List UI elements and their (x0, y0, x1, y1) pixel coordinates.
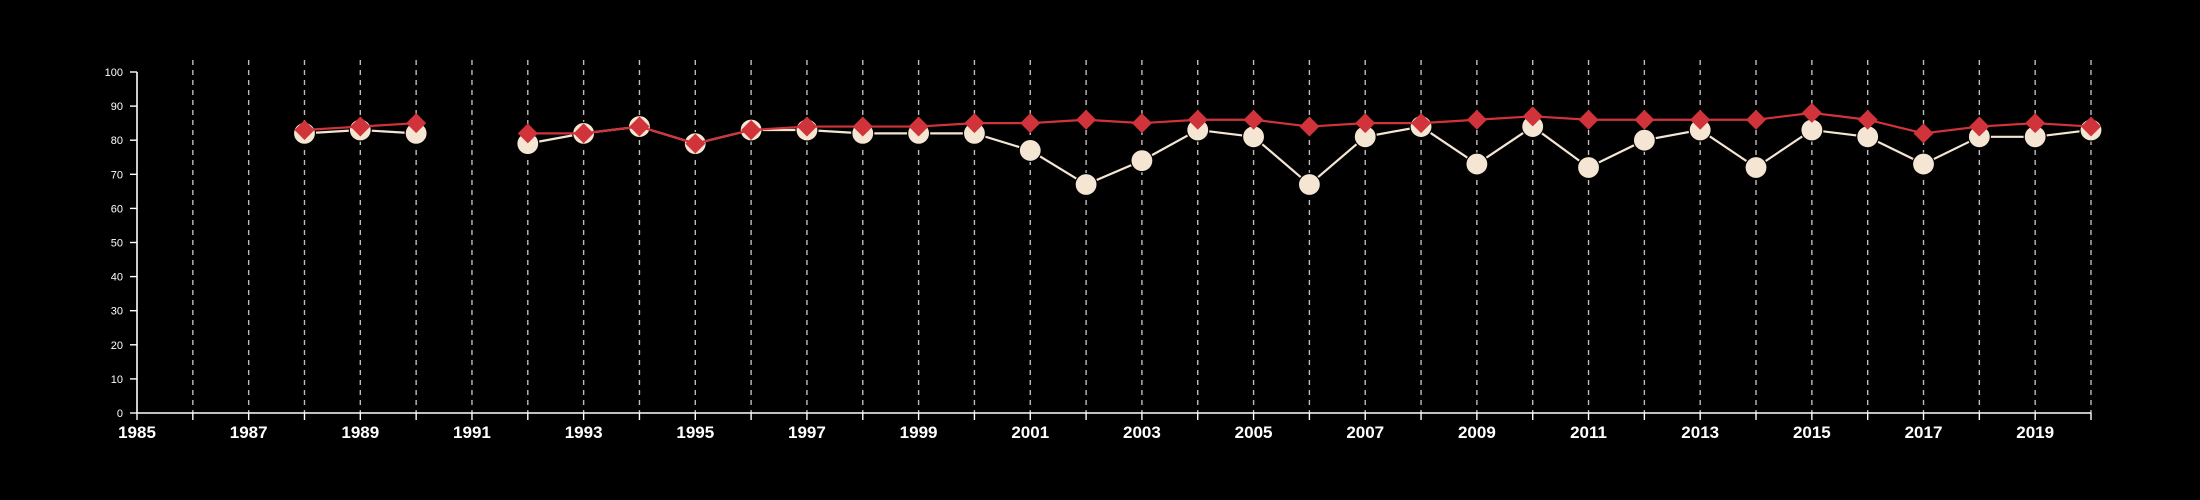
data-point-diamond (350, 116, 371, 137)
x-tick-label: 1997 (788, 423, 826, 442)
data-point-diamond (1131, 113, 1152, 134)
data-point-circle (1074, 172, 1098, 197)
axes: 0 10 20 30 40 50 60 70 80 90 100 1985 1987 1989 1991 19… (105, 67, 2092, 442)
data-point-diamond (796, 116, 817, 137)
y-tick-label: 70 (111, 169, 123, 181)
data-point-circle (1632, 128, 1656, 152)
data-point-circle (1297, 172, 1322, 197)
data-point-diamond (1411, 113, 1432, 134)
data-point-circle (1576, 155, 1601, 180)
data-point-diamond (1969, 116, 1990, 137)
x-tick-label: 2005 (1235, 423, 1273, 442)
x-tick-label: 2009 (1458, 423, 1496, 442)
x-tick-label: 1985 (118, 423, 156, 442)
data-point-diamond (852, 116, 873, 137)
y-tick-label: 60 (111, 203, 123, 215)
data-point-diamond (1466, 109, 1487, 130)
data-point-diamond (1690, 109, 1711, 130)
data-point-diamond (2025, 113, 2046, 134)
y-tick-label: 90 (111, 101, 123, 113)
x-tick-label: 2011 (1570, 423, 1607, 442)
data-point-diamond (1913, 123, 1934, 144)
data-point-diamond (741, 119, 762, 140)
data-point-diamond (1857, 109, 1878, 130)
x-tick-label: 1991 (453, 423, 491, 442)
data-point-circle (1018, 138, 1042, 163)
data-point-diamond (629, 116, 650, 137)
y-tick-label: 40 (111, 272, 123, 284)
data-point-diamond (908, 116, 929, 137)
y-tick-label: 10 (111, 374, 123, 386)
data-point-diamond (1020, 113, 1041, 134)
data-point-diamond (517, 123, 538, 144)
data-point-diamond (1801, 102, 1822, 123)
y-tick-label: 80 (111, 135, 123, 147)
series-circle (292, 114, 2103, 197)
series-layer (292, 102, 2103, 197)
data-point-diamond (685, 133, 706, 154)
y-tick-label: 100 (105, 67, 123, 79)
x-tick-label: 1999 (900, 423, 938, 442)
data-point-diamond (294, 119, 315, 140)
x-tick-label: 2015 (1793, 423, 1831, 442)
data-point-circle (1744, 155, 1768, 180)
data-point-diamond (573, 123, 594, 144)
data-point-diamond (1299, 116, 1320, 137)
data-point-diamond (1578, 109, 1599, 130)
x-tick-label: 2007 (1346, 423, 1384, 442)
vertical-grid (192, 60, 2092, 413)
x-tick-label: 1995 (676, 423, 714, 442)
y-tick-label: 20 (111, 340, 123, 352)
y-tick-label: 50 (111, 238, 123, 250)
x-tick-label: 1993 (565, 423, 603, 442)
x-tick-label: 2013 (1681, 423, 1719, 442)
data-point-diamond (1522, 106, 1543, 127)
data-point-diamond (1187, 109, 1208, 130)
x-tick-label: 1987 (230, 423, 268, 442)
data-point-diamond (1746, 109, 1767, 130)
data-point-circle (1465, 152, 1489, 176)
x-tick-label: 1989 (341, 423, 379, 442)
data-point-diamond (964, 113, 985, 134)
data-point-diamond (2081, 116, 2101, 137)
x-tick-label: 2003 (1123, 423, 1161, 442)
data-point-diamond (1634, 109, 1655, 130)
data-point-diamond (1243, 109, 1264, 130)
x-tick-label: 2001 (1011, 423, 1049, 442)
data-point-circle (1911, 152, 1936, 176)
series-diamond (294, 102, 2101, 154)
x-tick-label: 2017 (1905, 423, 1943, 442)
y-tick-label: 30 (111, 306, 123, 318)
x-tick-label: 2019 (2016, 423, 2054, 442)
data-point-diamond (1355, 113, 1376, 134)
data-point-diamond (1076, 109, 1097, 130)
y-tick-label: 0 (117, 408, 123, 420)
data-point-circle (1130, 149, 1154, 173)
data-point-diamond (406, 113, 427, 134)
